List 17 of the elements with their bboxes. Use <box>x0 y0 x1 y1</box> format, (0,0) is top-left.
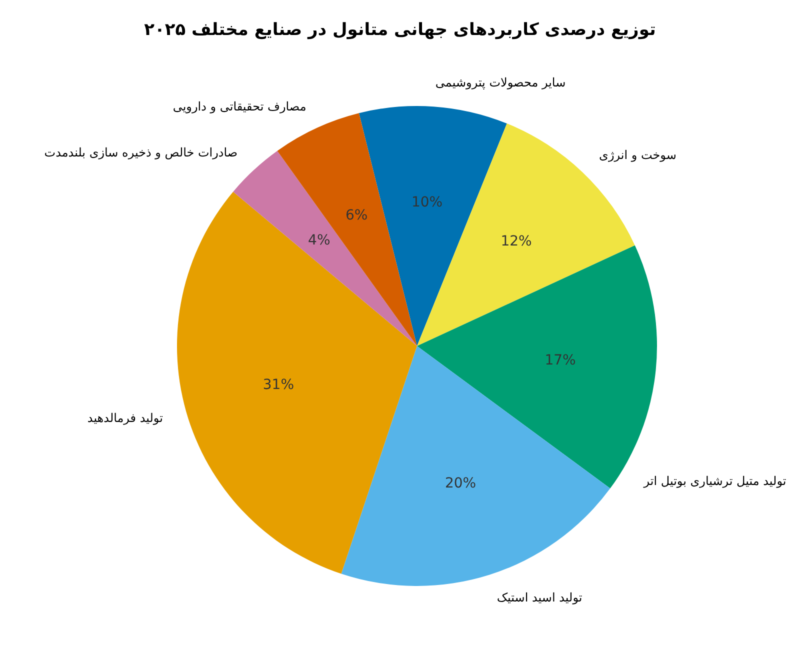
data-label: 31% <box>262 377 294 394</box>
slice-label: صادرات خالص و ذخیره سازی بلندمدت <box>44 145 238 160</box>
slice-label: سایر محصولات پتروشیمی <box>435 76 566 90</box>
data-label: 10% <box>411 194 443 210</box>
slice-label: تولید فرمالدهید <box>87 410 163 425</box>
data-label: 20% <box>444 475 476 492</box>
slice-label: مصارف تحقیقاتی و دارویی <box>172 99 306 114</box>
data-label: 17% <box>544 352 576 369</box>
data-label: 4% <box>308 232 330 248</box>
slice-label: تولید متیل ترشیاری بوتیل اتر <box>642 474 786 488</box>
slice-label: سوخت و انرژی <box>599 148 676 162</box>
slice-label: تولید اسید استیک <box>496 590 582 605</box>
data-label: 12% <box>500 234 532 250</box>
pie-slice <box>341 346 610 586</box>
chart-title: توزیع درصدی کاربردهای جهانی متانول در صنایع مختلف ۲۰۲۵ <box>144 20 656 40</box>
pie-slice <box>417 245 657 488</box>
data-label: 6% <box>345 207 368 224</box>
